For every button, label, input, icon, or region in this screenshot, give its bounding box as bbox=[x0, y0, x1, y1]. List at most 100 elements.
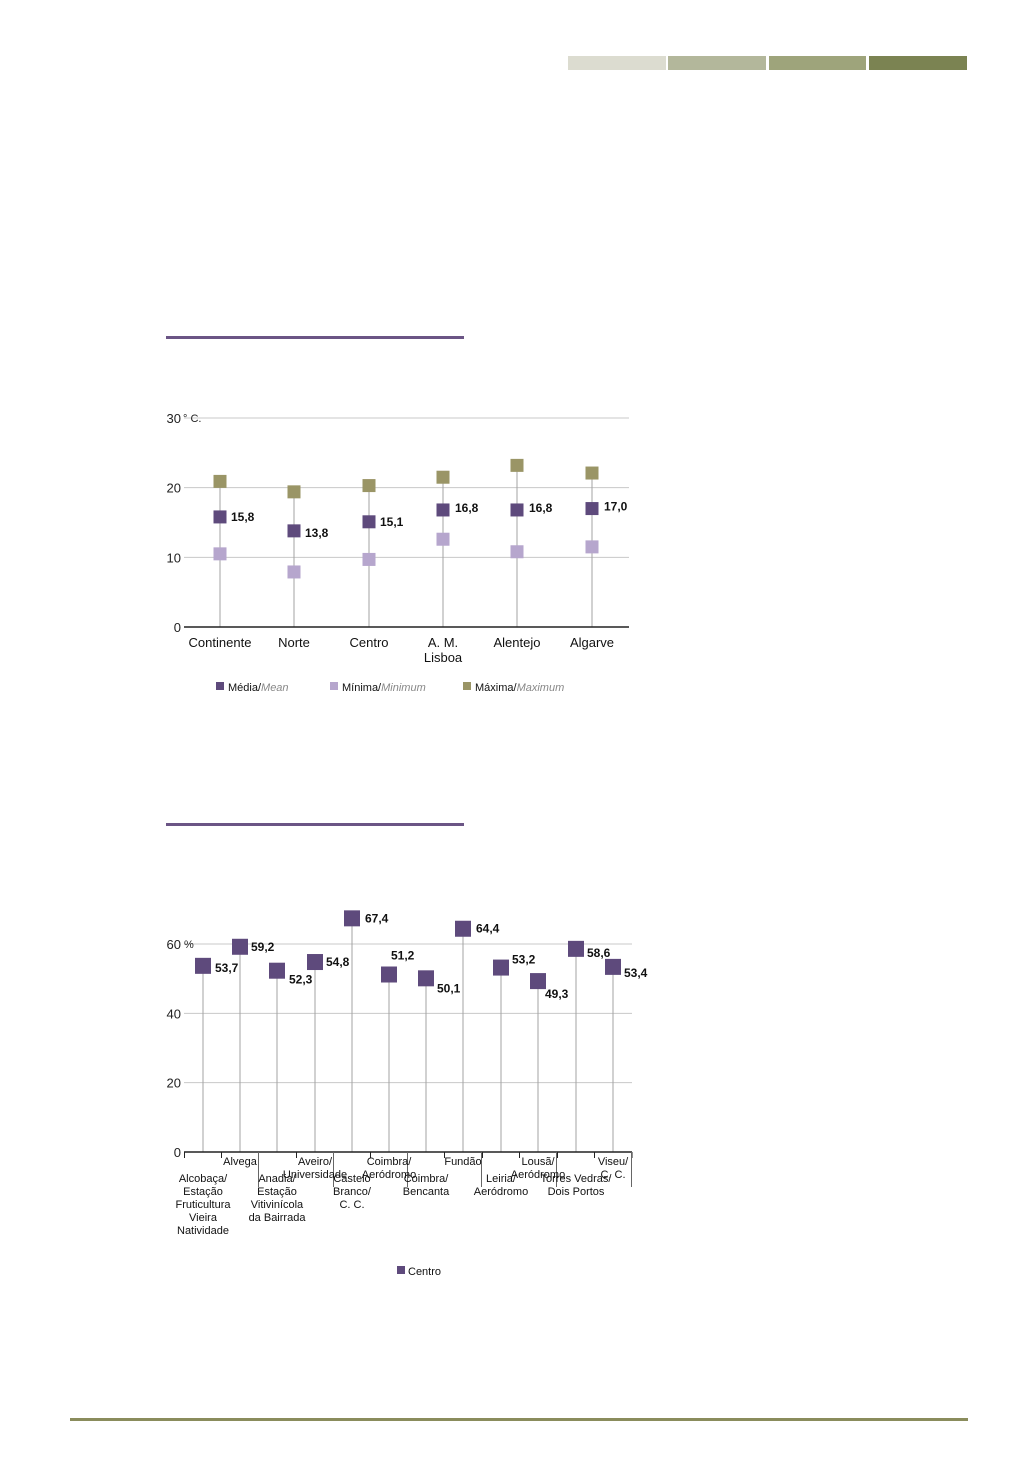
category-label: Aveiro/ bbox=[298, 1156, 333, 1168]
category-label: Continente bbox=[189, 635, 252, 650]
category-label: Coimbra/ bbox=[404, 1173, 450, 1185]
category-label: Coimbra/ bbox=[367, 1156, 413, 1168]
data-label-centro: 64,4 bbox=[476, 922, 500, 936]
y-tick-label: 0 bbox=[174, 1145, 181, 1160]
category-label: Anadia/ bbox=[258, 1173, 296, 1185]
point-mean bbox=[436, 503, 450, 517]
category-label: Aeródromo bbox=[362, 1169, 416, 1181]
category-label: Algarve bbox=[570, 635, 614, 650]
category-label: Norte bbox=[278, 635, 310, 650]
legend-item-mean: Média/Mean bbox=[216, 682, 289, 694]
category-label: Vitivinícola bbox=[251, 1199, 304, 1211]
legend-label-en: Mean bbox=[261, 682, 289, 694]
y-tick-label: 40 bbox=[167, 1006, 181, 1021]
category-label: Aeródromo bbox=[511, 1169, 565, 1181]
category-label: Centro bbox=[349, 635, 388, 650]
point-centro bbox=[418, 970, 434, 987]
category-label: Universidade bbox=[283, 1169, 347, 1181]
point-maximum bbox=[287, 485, 301, 499]
point-maximum bbox=[213, 474, 227, 488]
legend-label-en: Minimum bbox=[381, 682, 426, 694]
section-rule-temperature bbox=[166, 336, 464, 339]
legend-swatch bbox=[216, 682, 224, 690]
data-label-centro: 53,2 bbox=[512, 953, 536, 967]
point-maximum bbox=[510, 458, 524, 472]
category-label: Alvega bbox=[223, 1156, 258, 1168]
category-label: Lousã/ bbox=[521, 1156, 555, 1168]
legend-label: Máxima/Maximum bbox=[475, 682, 564, 694]
category-label: Dois Portos bbox=[548, 1186, 605, 1198]
point-centro bbox=[195, 957, 211, 974]
category-label: Natividade bbox=[177, 1225, 229, 1237]
point-centro bbox=[232, 938, 248, 955]
data-label-centro: 50,1 bbox=[437, 981, 461, 995]
point-mean bbox=[510, 503, 524, 517]
header-strip-segment-3 bbox=[769, 56, 866, 70]
category-label: Alentejo bbox=[494, 635, 541, 650]
category-label: Bencanta bbox=[403, 1186, 450, 1198]
humidity-chart: 0 20 40 60 % 53,7 59,2 52,3 54,8 67,4 51,2 50,1 64,4… bbox=[167, 910, 648, 1278]
point-maximum bbox=[585, 466, 599, 480]
category-label: C. C. bbox=[600, 1169, 625, 1181]
data-label-centro: 54,8 bbox=[326, 955, 350, 969]
data-label-centro: 58,6 bbox=[587, 946, 611, 960]
point-minimum bbox=[436, 532, 450, 546]
data-label-mean: 15,1 bbox=[380, 515, 404, 529]
point-mean bbox=[585, 502, 599, 516]
y-tick-label: 30 bbox=[167, 411, 181, 426]
category-label: Estação bbox=[183, 1186, 223, 1198]
point-centro bbox=[269, 962, 285, 979]
category-label: Alcobaça/ bbox=[179, 1173, 228, 1185]
footer-rule bbox=[70, 1418, 968, 1421]
header-strip-segment-1 bbox=[568, 56, 666, 70]
y-tick-label: 10 bbox=[167, 550, 181, 565]
data-label-centro: 52,3 bbox=[289, 973, 313, 987]
y-tick-label: 60 bbox=[167, 937, 181, 952]
legend-label: Centro bbox=[408, 1266, 441, 1278]
point-mean bbox=[213, 510, 227, 524]
legend-swatch bbox=[330, 682, 338, 690]
legend-label-pt: Média/ bbox=[228, 682, 262, 694]
data-label-mean: 16,8 bbox=[455, 501, 479, 515]
y-tick-label: 20 bbox=[167, 1076, 181, 1091]
legend-swatch bbox=[397, 1266, 405, 1274]
point-minimum bbox=[510, 545, 524, 559]
point-centro bbox=[605, 958, 621, 975]
legend-swatch bbox=[463, 682, 471, 690]
legend-label-pt: Mínima/ bbox=[342, 682, 382, 694]
point-centro bbox=[455, 920, 471, 937]
y-tick-label: 0 bbox=[174, 620, 181, 635]
category-label: Castelo bbox=[333, 1173, 370, 1185]
header-strip-segment-2 bbox=[668, 56, 766, 70]
point-centro bbox=[381, 966, 397, 983]
legend-item-minimum: Mínima/Minimum bbox=[330, 682, 426, 694]
point-mean bbox=[362, 515, 376, 529]
point-maximum bbox=[362, 479, 376, 493]
data-label-centro: 49,3 bbox=[545, 987, 569, 1001]
category-label: Leiria/ bbox=[486, 1173, 517, 1185]
point-minimum bbox=[585, 540, 599, 554]
point-minimum bbox=[362, 552, 376, 566]
category-label: Branco/ bbox=[333, 1186, 372, 1198]
point-minimum bbox=[287, 565, 301, 579]
category-label: Lisboa bbox=[424, 650, 463, 665]
point-minimum bbox=[213, 547, 227, 561]
point-centro bbox=[307, 954, 323, 971]
data-label-centro: 53,4 bbox=[624, 966, 648, 980]
category-label: Vieira bbox=[189, 1212, 218, 1224]
header-strip-segment-4 bbox=[869, 56, 967, 70]
data-label-centro: 51,2 bbox=[391, 949, 415, 963]
y-axis-unit: % bbox=[184, 939, 194, 951]
data-label-mean: 17,0 bbox=[604, 500, 628, 514]
y-axis-unit: ° C. bbox=[183, 413, 201, 425]
category-label: da Bairrada bbox=[249, 1212, 307, 1224]
section-rule-humidity bbox=[166, 823, 464, 826]
point-centro bbox=[530, 973, 546, 990]
point-maximum bbox=[436, 470, 450, 484]
category-label: Fruticultura bbox=[175, 1199, 231, 1211]
category-label: Torres Vedras/ bbox=[541, 1173, 613, 1185]
category-label: A. M. bbox=[428, 635, 458, 650]
data-label-centro: 53,7 bbox=[215, 961, 239, 975]
y-tick-label: 20 bbox=[167, 481, 181, 496]
category-label: Fundão bbox=[444, 1156, 481, 1168]
